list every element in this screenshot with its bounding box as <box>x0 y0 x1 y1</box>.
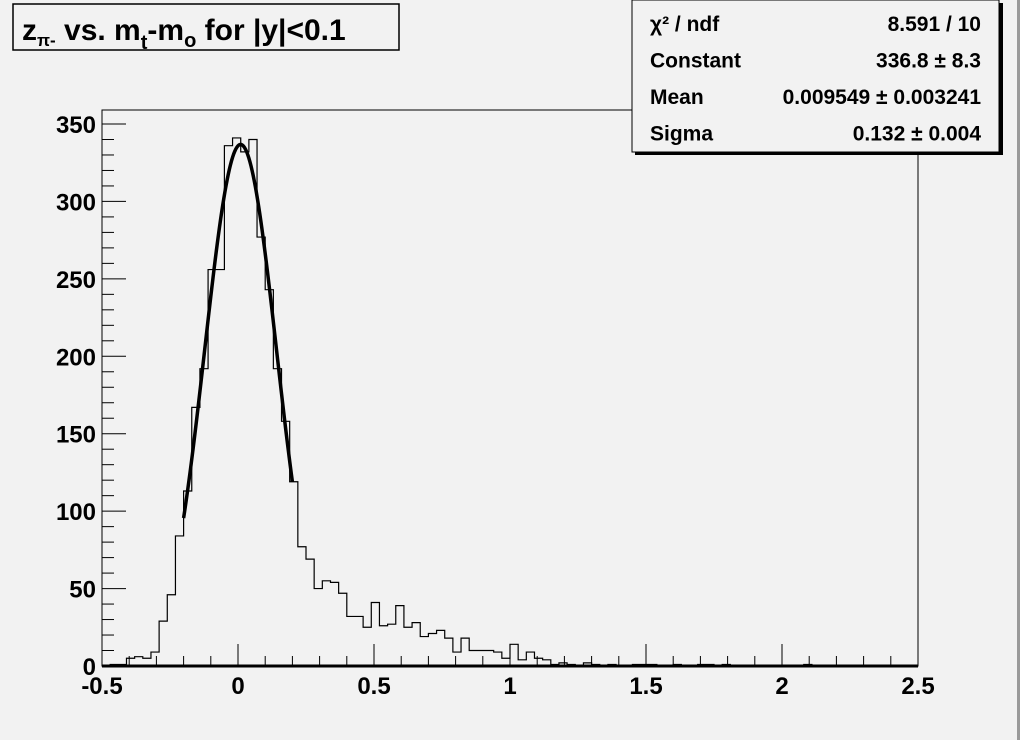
histogram-bin <box>502 658 510 666</box>
stats-label: Sigma <box>650 123 713 146</box>
histogram-bin <box>355 616 363 666</box>
histogram-bin <box>469 651 477 666</box>
histogram-bin <box>396 606 404 666</box>
y-tick-label: 150 <box>56 422 96 449</box>
histogram-bin <box>510 644 518 666</box>
histogram-bin <box>477 651 485 666</box>
histogram-bin <box>224 146 232 666</box>
canvas-right-border <box>1017 0 1020 740</box>
chart-title: zπ- vs. mt-mo for |y|<0.1 <box>22 14 346 54</box>
histogram-bin <box>559 663 567 666</box>
histogram-bin <box>388 624 396 666</box>
histogram-bin <box>363 627 371 666</box>
histogram-bin <box>159 621 167 666</box>
histogram-bin <box>151 652 159 666</box>
histogram-bin <box>445 638 453 666</box>
histogram-bin <box>118 664 126 666</box>
histogram-bin <box>379 626 387 666</box>
y-tick-label: 250 <box>56 267 96 294</box>
histogram-bin <box>437 630 445 666</box>
histogram-bin <box>551 664 559 666</box>
title-box: zπ- vs. mt-mo for |y|<0.1 <box>12 3 400 54</box>
histogram-bin <box>330 582 338 666</box>
histogram-bin <box>698 664 706 666</box>
histogram-bin <box>804 664 812 666</box>
histogram-bin <box>167 595 175 666</box>
histogram-bin <box>608 664 616 666</box>
y-tick-label: 350 <box>56 112 96 139</box>
histogram-bin <box>641 664 649 666</box>
histogram-bin <box>135 657 143 666</box>
histogram-bin <box>208 270 216 666</box>
y-tick-label: 50 <box>69 577 96 604</box>
histogram-bin <box>526 652 534 666</box>
histogram-bin <box>265 290 273 666</box>
histogram-bin <box>298 547 306 666</box>
histogram-bin <box>257 237 265 666</box>
y-tick-label: 300 <box>56 189 96 216</box>
y-tick-label: 100 <box>56 499 96 526</box>
histogram-bin <box>233 138 241 666</box>
x-tick-label: 0.5 <box>357 673 390 700</box>
x-tick-label: 1 <box>503 673 516 700</box>
histogram-bin <box>706 664 714 666</box>
histogram-bin <box>518 660 526 666</box>
histogram-bin <box>673 664 681 666</box>
histogram-bin <box>494 652 502 666</box>
y-tick-label: 0 <box>83 654 96 681</box>
stats-value: 0.009549 ± 0.003241 <box>783 86 982 109</box>
histogram-bin <box>290 482 298 666</box>
histogram-bin <box>371 603 379 666</box>
stats-value: 0.132 ± 0.004 <box>853 123 982 146</box>
histogram-bin <box>404 627 412 666</box>
x-tick-label: 2.5 <box>901 673 934 700</box>
histogram-bin <box>322 581 330 666</box>
histogram-bin <box>241 152 249 666</box>
x-tick-label: 2 <box>775 673 788 700</box>
histogram-bin <box>175 536 183 666</box>
histogram-bin <box>420 637 428 666</box>
histogram-bin <box>453 652 461 666</box>
histogram-bin <box>543 660 551 666</box>
histogram-bin <box>314 589 322 666</box>
histogram-bin <box>306 559 314 666</box>
stats-label: χ² / ndf <box>650 13 720 36</box>
histogram-bin <box>722 664 730 666</box>
histogram-bin <box>649 664 657 666</box>
histogram-bin <box>110 664 118 666</box>
histogram-bin <box>339 593 347 666</box>
histogram-bin <box>632 664 640 666</box>
stats-value: 8.591 / 10 <box>888 13 981 36</box>
histogram-bin <box>428 633 436 666</box>
histogram-bin <box>412 623 420 666</box>
stats-label: Constant <box>650 50 741 73</box>
stats-value: 336.8 ± 8.3 <box>876 50 981 73</box>
histogram-bin <box>583 663 591 666</box>
histogram-bin <box>200 369 208 666</box>
x-tick-label: -0.5 <box>81 673 122 700</box>
histogram-bin <box>486 651 494 666</box>
x-tick-label: 1.5 <box>629 673 662 700</box>
histogram-bins <box>110 138 812 666</box>
histogram-bin <box>273 369 281 666</box>
histogram-bin <box>216 270 224 666</box>
histogram-bin <box>249 139 257 666</box>
stats-label: Mean <box>650 86 704 109</box>
histogram-bin <box>567 664 575 666</box>
histogram-bin <box>592 664 600 666</box>
y-tick-label: 200 <box>56 344 96 371</box>
fit-stats-box: χ² / ndf 8.591 / 10 Constant 336.8 ± 8.3 Mea… <box>631 0 1003 155</box>
histogram-bin <box>534 658 542 666</box>
histogram-bin <box>143 658 151 666</box>
histogram-bin <box>347 616 355 666</box>
gaussian-fit-curve <box>181 142 295 519</box>
histogram-outline <box>102 137 918 667</box>
histogram-bin <box>461 638 469 666</box>
histogram-bin <box>126 658 134 666</box>
x-tick-label: 0 <box>231 673 244 700</box>
y-axis: 0 50 100 150 200 250 300 350 <box>56 112 126 681</box>
